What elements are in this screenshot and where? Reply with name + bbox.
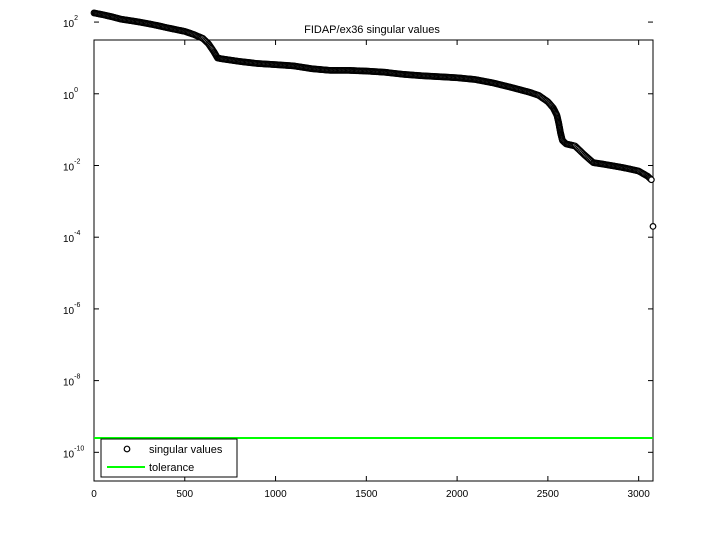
singular-value-point (649, 223, 657, 230)
x-tick-label: 1000 (264, 489, 287, 500)
y-tick-label: 10-6 (63, 302, 80, 317)
legend-marker-singular-values (123, 445, 131, 453)
y-tick-label: 10-2 (63, 158, 80, 173)
series-layer (90, 9, 657, 440)
y-tick-label: 102 (63, 15, 78, 30)
x-tick-label: 2000 (446, 489, 469, 500)
y-tick-label: 10-4 (63, 230, 80, 245)
x-tick-label: 2500 (537, 489, 560, 500)
x-tick-label: 500 (176, 489, 193, 500)
axis-ticks: 0 500 1000 1500 2000 2500 3000 102 100 10-2 10-4 10… (63, 15, 653, 500)
legend-label-singular-values: singular values (149, 444, 223, 456)
y-tick-label: 100 (63, 87, 78, 102)
legend: singular values tolerance (100, 438, 238, 478)
plot-area (93, 39, 654, 482)
y-tick-label: 10-8 (63, 374, 80, 389)
legend-label-tolerance: tolerance (149, 462, 194, 474)
y-tick-label: 10-10 (63, 445, 84, 460)
x-tick-label: 3000 (628, 489, 651, 500)
legend-box (100, 438, 238, 478)
x-tick-label: 0 (91, 489, 97, 500)
singular-value-point (647, 176, 655, 184)
chart-title: FIDAP/ex36 singular values (304, 24, 440, 36)
x-tick-label: 1500 (355, 489, 378, 500)
